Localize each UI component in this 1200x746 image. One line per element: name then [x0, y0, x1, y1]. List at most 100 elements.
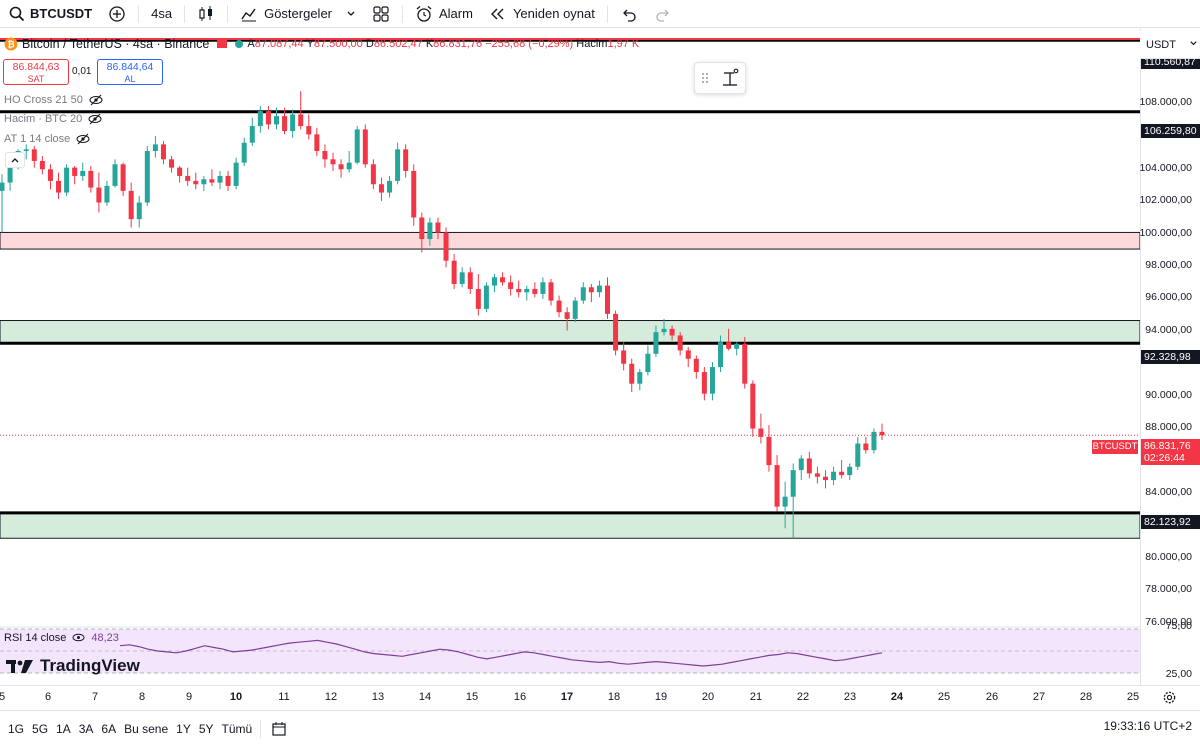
candle-body [104, 185, 110, 203]
time-tick: 16 [513, 691, 527, 703]
candle-body [701, 372, 707, 394]
price-tick: 100.000,00 [1139, 227, 1192, 239]
candle-body [863, 443, 869, 451]
candle-body [346, 162, 352, 170]
candle-body [427, 222, 433, 240]
candle-body [540, 282, 546, 294]
time-tick: 24 [890, 691, 904, 703]
candle-body [120, 164, 126, 191]
alert-button[interactable]: Alarm [407, 0, 481, 28]
candle-body [177, 167, 183, 176]
range-1m-button[interactable]: 1A [56, 721, 71, 736]
eye-icon[interactable] [72, 631, 85, 644]
price-tick: 96.000,00 [1145, 291, 1192, 303]
candle-body [282, 116, 288, 132]
candle-body [136, 202, 142, 220]
redo-icon [656, 9, 669, 22]
buy-button[interactable]: 86.844,64 AL [97, 59, 163, 85]
indicators-button[interactable]: Göstergeler [232, 0, 364, 28]
chart-type-button[interactable] [189, 0, 223, 28]
range-5d-button[interactable]: 5G [32, 721, 49, 736]
drag-handle-icon[interactable] [701, 71, 709, 85]
candle-body [306, 126, 312, 135]
sell-price: 86.844,63 [12, 61, 60, 73]
chart-pane[interactable] [0, 29, 1140, 685]
candle-body [395, 149, 401, 181]
candlestick-chart[interactable] [0, 29, 1140, 685]
candle-body [475, 288, 481, 309]
time-tick: 6 [44, 691, 52, 703]
candle-body [241, 142, 247, 163]
open-key: A [247, 38, 255, 50]
candle-body [645, 353, 651, 373]
candle-body [209, 179, 215, 183]
time-tick: 13 [371, 691, 385, 703]
candle-body [588, 287, 594, 293]
eye-off-icon[interactable] [88, 112, 102, 126]
undo-button[interactable] [612, 0, 646, 28]
range-5y-button[interactable]: 5Y [198, 721, 214, 736]
candle-body [233, 162, 239, 186]
time-tick: 7 [91, 691, 99, 703]
range-all-button[interactable]: Tümü [221, 721, 253, 736]
candle-body [370, 164, 376, 185]
candle-body [532, 288, 538, 294]
candle-body [685, 350, 691, 359]
interval-button[interactable]: 4sa [143, 0, 180, 28]
chevron-down-icon [1190, 41, 1197, 46]
time-tick: 22 [796, 691, 810, 703]
candle-body [362, 129, 368, 165]
candle-body [798, 458, 804, 471]
currency-selector[interactable]: USDT [1140, 31, 1200, 59]
indicator-at[interactable]: AT 1 14 close [4, 132, 90, 146]
symbol-tag: BTCUSDT [1092, 440, 1138, 454]
price-axis[interactable]: 108.000,00 104.000,00 102.000,00 100.000… [1139, 29, 1200, 685]
compare-button[interactable] [100, 0, 134, 28]
range-1d-button[interactable]: 1G [8, 721, 25, 736]
symbol-search-button[interactable]: BTCUSDT [0, 0, 100, 28]
current-price: 86.831,76 [1144, 440, 1191, 452]
low-key: D [365, 38, 374, 50]
candle-body [742, 343, 748, 384]
price-tick: 80.000,00 [1145, 551, 1192, 563]
candle-body [88, 170, 94, 188]
indicator-ho-cross[interactable]: HO Cross 21 50 [4, 93, 103, 107]
range-3m-button[interactable]: 3A [78, 721, 94, 736]
time-axis[interactable]: 5 6 7 8 9 10 11 12 13 14 15 16 17 18 19 … [0, 685, 1200, 709]
divider [227, 4, 229, 23]
candle-body [56, 180, 62, 193]
divider [606, 4, 608, 23]
range-ytd-button[interactable]: Bu sene [124, 721, 169, 736]
candle-body [726, 342, 732, 349]
collapse-legend-button[interactable] [5, 152, 25, 168]
layouts-button[interactable] [364, 0, 398, 28]
price-tick: 104.000,00 [1139, 162, 1192, 174]
candle-body [766, 436, 772, 466]
sell-button[interactable]: 86.844,63 SAT [3, 59, 69, 85]
bottom-bar: 1G 5G 1A 3A 6A Bu sene 1Y 5Y Tümü 19:33:… [0, 710, 1200, 746]
replay-button[interactable]: Yeniden oynat [481, 0, 603, 28]
candle-body [855, 443, 861, 467]
calendar-icon[interactable] [271, 721, 287, 737]
candle-body [653, 332, 659, 354]
indicator-label: Hacim · BTC 20 [4, 113, 83, 125]
indicator-label: AT 1 14 close [4, 133, 71, 145]
candle-body [435, 222, 441, 233]
eye-off-icon[interactable] [89, 93, 103, 107]
eye-off-icon[interactable] [76, 132, 90, 146]
level-label: 92.328,98 [1141, 350, 1200, 364]
candle-body [338, 164, 344, 170]
floating-drawing-toolbar[interactable] [694, 62, 746, 94]
candle-body [451, 260, 457, 284]
range-6m-button[interactable]: 6A [101, 721, 117, 736]
tradingview-logo[interactable]: TradingView [6, 656, 140, 676]
redo-button[interactable] [646, 0, 680, 28]
settings-gear-icon[interactable] [1162, 690, 1177, 705]
range-1y-button[interactable]: 1Y [176, 721, 191, 736]
clock[interactable]: 19:33:16 UTC+2 [1103, 719, 1192, 733]
indicator-volume[interactable]: Hacim · BTC 20 [4, 112, 102, 126]
candle-body [265, 111, 271, 125]
candle-body [693, 358, 699, 373]
time-tick: 17 [560, 691, 574, 703]
price-range-icon[interactable] [720, 68, 740, 88]
